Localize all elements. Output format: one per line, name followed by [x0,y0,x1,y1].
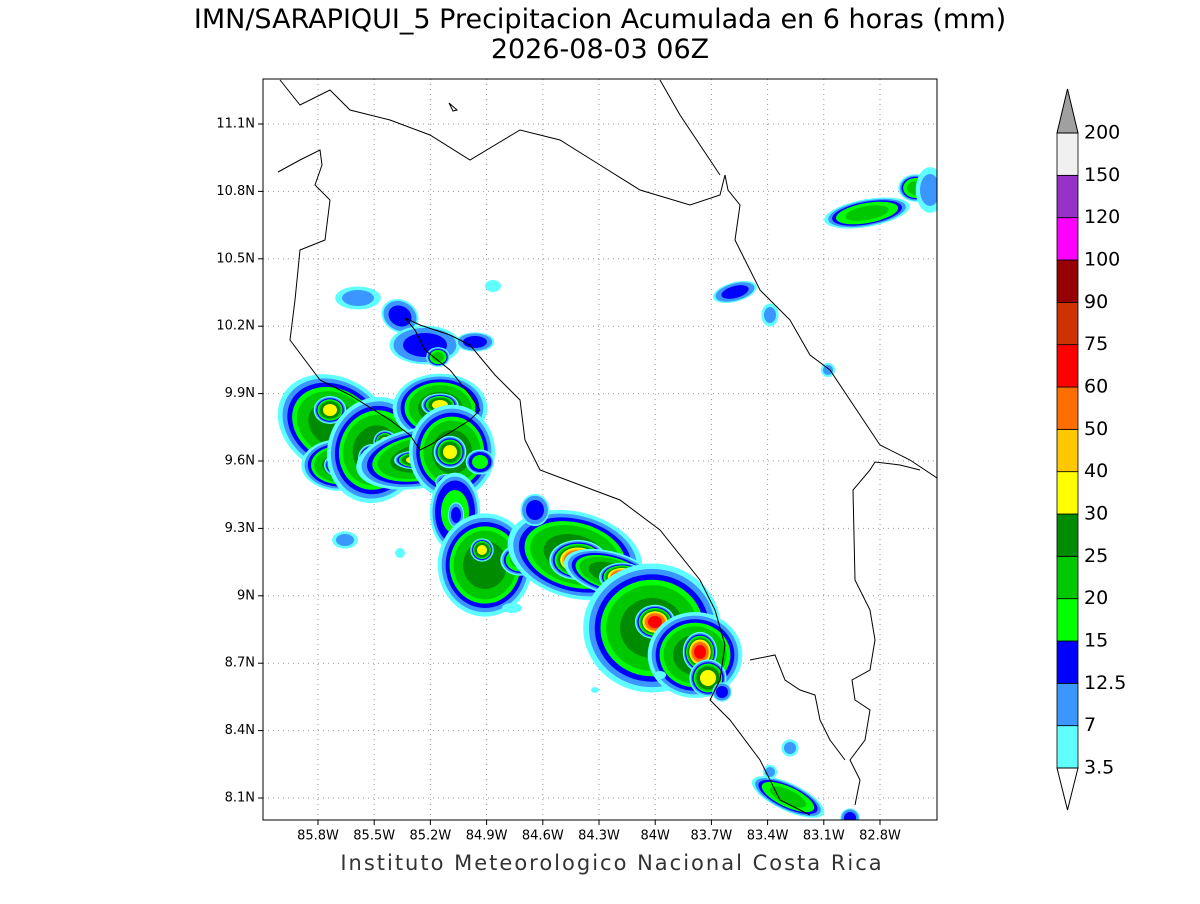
precip-area [716,686,728,698]
precip-area [485,280,501,292]
coastline [659,79,721,176]
colorbar-label: 200 [1084,122,1120,144]
precip-area [502,603,522,613]
precip-area [463,336,487,348]
precip-area [336,534,354,546]
colorbar-label: 150 [1084,164,1120,186]
y-tick-label: 9.9N [225,386,255,401]
y-tick-label: 9.6N [225,454,255,469]
precip-area [432,352,444,362]
precip-area [591,687,599,693]
precip-area [721,285,749,299]
colorbar-label: 120 [1084,206,1120,228]
y-tick-label: 8.7N [225,656,255,671]
colorbar-box [1056,428,1079,473]
y-tick-label: 9.3N [225,521,255,536]
precip-area [395,548,405,558]
colorbar-box [1056,259,1079,303]
map-frame [262,78,938,821]
coastline [279,79,937,479]
y-tick-label: 11.1N [216,117,255,132]
precip-area [388,305,412,327]
colorbar-label: 12.5 [1084,672,1126,694]
x-tick-label: 84W [640,829,670,844]
y-tick-label: 10.8N [216,184,255,199]
colorbar-box [1056,598,1079,642]
x-tick-label: 83.4W [747,829,789,844]
precip-area [342,290,374,306]
precip-area [784,742,796,754]
colorbar-label: 7 [1084,714,1096,736]
x-tick-label: 82.8W [859,829,901,844]
grid: 85.8W 85.5W 85.2W 84.9W 84.6W 84.3W 84W 83.7W 83… [216,79,937,844]
footer: Instituto Meteorologico Nacional Costa R… [340,851,883,875]
colorbar-label: 25 [1084,545,1108,567]
colorbar-label: 100 [1084,249,1120,271]
colorbar: 3.5 7 12.5 15 20 25 30 40 50 60 75 90 100 120 150 200 [1056,88,1126,811]
colorbar-box [1056,132,1079,176]
colorbar-box [1056,555,1079,600]
y-tick-label: 10.2N [216,319,255,334]
x-tick-label: 85.2W [409,829,451,844]
precip-area [769,786,807,808]
x-tick-label: 83.1W [803,829,845,844]
colorbar-label: 50 [1084,418,1108,440]
coastline [448,102,459,112]
y-tick-label: 8.4N [225,723,255,738]
precip-area [323,404,337,416]
precip-area [700,670,716,686]
colorbar-label: 40 [1084,460,1108,482]
precip-area [845,205,889,221]
y-tick-label: 9N [237,588,255,603]
y-tick-label: 8.1N [225,791,255,806]
colorbar-over [1056,88,1079,134]
colorbar-label: 30 [1084,503,1108,525]
precip-area [764,307,776,323]
subtitle: 2026-08-03 06Z [491,34,709,65]
precip-area [920,174,937,206]
precip-area [443,445,457,459]
coastline [749,654,846,761]
colorbar-box [1056,471,1079,515]
precip-area [477,545,487,555]
title: IMN/SARAPIQUI_5 Precipitacion Acumulada … [194,4,1006,35]
colorbar-label: 15 [1084,630,1108,652]
precip-area [648,616,662,628]
colorbar-box [1056,344,1079,388]
y-tick-label: 10.5N [216,251,255,266]
colorbar-box [1056,725,1079,769]
colorbar-label: 3.5 [1084,757,1114,779]
colorbar-label: 90 [1084,291,1108,313]
x-tick-label: 84.9W [466,829,508,844]
colorbar-box [1056,682,1079,727]
x-tick-label: 85.5W [353,829,395,844]
x-tick-label: 85.8W [297,829,339,844]
precip-area [472,455,488,469]
colorbar-box [1056,301,1079,346]
colorbar-box [1056,386,1079,430]
x-tick-label: 84.6W [522,829,564,844]
precip-area [694,645,706,659]
colorbar-box [1056,217,1079,261]
x-tick-label: 84.3W [578,829,620,844]
colorbar-under [1056,767,1079,811]
colorbar-box [1056,640,1079,684]
coastline [277,149,811,816]
precipitation [277,167,937,820]
precip-area [526,500,544,520]
colorbar-box [1056,513,1079,557]
precip-area [844,812,856,820]
precip-area [451,507,461,523]
colorbar-label: 20 [1084,587,1108,609]
precip-area [823,365,833,375]
colorbar-label: 60 [1084,376,1108,398]
coastline [849,461,921,806]
precip-area [654,671,666,679]
coastlines [277,79,937,816]
colorbar-box [1056,174,1079,219]
colorbar-label: 75 [1084,333,1108,355]
x-tick-label: 83.7W [690,829,732,844]
